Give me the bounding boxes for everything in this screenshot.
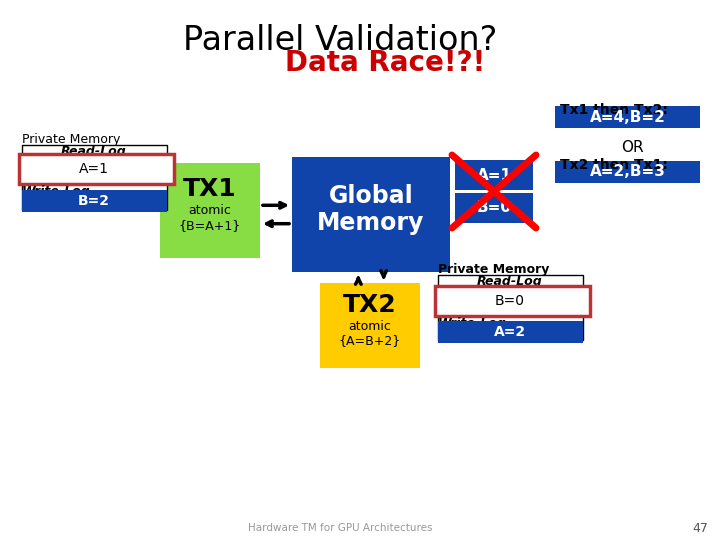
Text: 47: 47 — [692, 522, 708, 535]
Bar — [435, 286, 590, 316]
Bar — [438, 321, 583, 343]
Text: Parallel Validation?: Parallel Validation? — [183, 24, 498, 57]
Text: Private Memory: Private Memory — [22, 133, 120, 146]
Bar — [455, 160, 533, 190]
Text: Hardware TM for GPU Architectures: Hardware TM for GPU Architectures — [248, 523, 432, 533]
Text: OR: OR — [621, 139, 644, 154]
Bar — [292, 157, 450, 272]
Bar — [320, 283, 420, 368]
Text: B=0: B=0 — [477, 200, 511, 215]
Bar — [555, 106, 700, 128]
Text: A=1: A=1 — [79, 162, 109, 176]
Bar — [22, 145, 167, 210]
Text: Tx2 then Tx1:: Tx2 then Tx1: — [560, 158, 668, 172]
Text: Read-Log: Read-Log — [61, 145, 127, 159]
Text: B=2: B=2 — [78, 194, 110, 208]
Bar — [438, 275, 583, 340]
Text: TX1: TX1 — [183, 177, 237, 200]
Text: A=4,B=2: A=4,B=2 — [590, 110, 665, 125]
Text: atomic
{A=B+2}: atomic {A=B+2} — [339, 320, 401, 348]
Text: Global
Memory: Global Memory — [318, 184, 425, 235]
Text: A=2,B=3: A=2,B=3 — [590, 165, 665, 179]
Text: Private Memory: Private Memory — [438, 264, 549, 276]
Text: Write-Log: Write-Log — [22, 186, 91, 199]
Bar — [22, 190, 167, 212]
Bar — [455, 193, 533, 223]
Bar — [555, 161, 700, 183]
Text: Write-Log: Write-Log — [438, 318, 507, 330]
Text: A=1: A=1 — [477, 167, 511, 183]
Text: A=2: A=2 — [494, 325, 526, 339]
Text: Data Race!?!: Data Race!?! — [285, 49, 485, 77]
Text: TX2: TX2 — [343, 294, 397, 318]
Bar — [160, 163, 260, 258]
Text: atomic
{B=A+1}: atomic {B=A+1} — [179, 205, 241, 233]
Text: B=0: B=0 — [495, 294, 525, 308]
Text: Read-Log: Read-Log — [477, 275, 543, 288]
Text: Tx1 then Tx2:: Tx1 then Tx2: — [560, 103, 668, 117]
Bar — [19, 154, 174, 184]
